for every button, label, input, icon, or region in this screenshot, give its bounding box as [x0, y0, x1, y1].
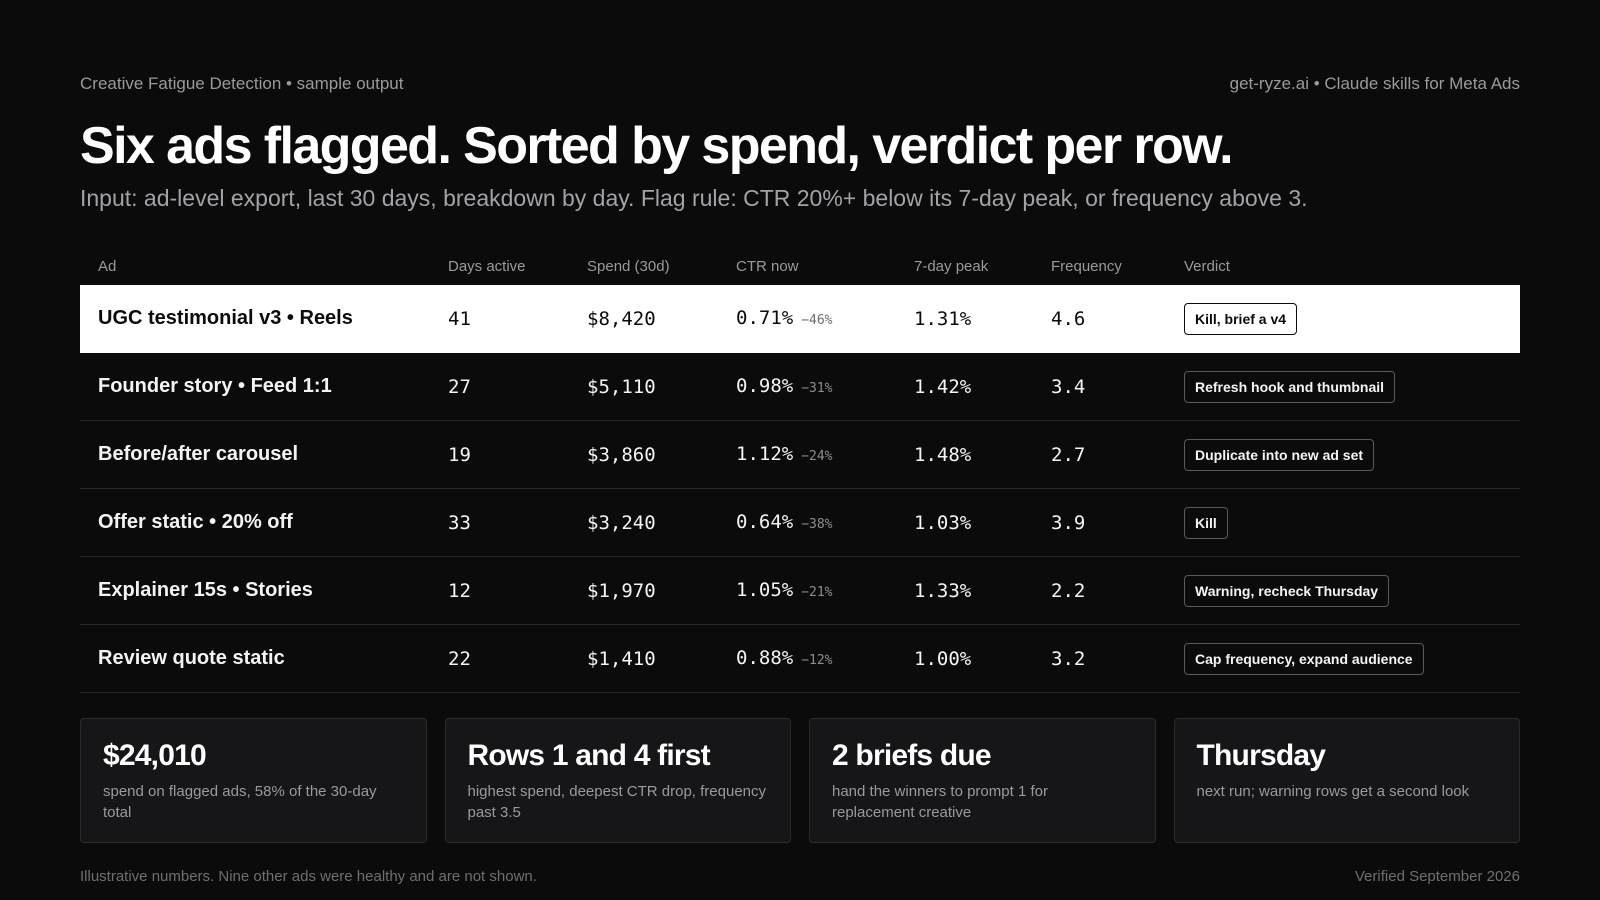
table-row: Founder story • Feed 1:1 27 $5,110 0.98%…	[80, 353, 1520, 421]
summary-cards: $24,010 spend on flagged ads, 58% of the…	[80, 718, 1520, 843]
ctr-cell: 0.98% −31%	[736, 375, 914, 398]
verdict-cell: Kill, brief a v4	[1184, 302, 1520, 335]
column-header-ad: Ad	[98, 257, 117, 275]
days-active: 41	[448, 307, 471, 330]
ctr-now-value: 1.05%	[736, 579, 794, 601]
ad-name: UGC testimonial v3 • Reels	[98, 307, 353, 329]
peak-value: 1.42%	[914, 375, 972, 398]
frequency-value: 2.2	[1051, 579, 1086, 602]
days-active: 19	[448, 443, 471, 466]
verdict-badge: Kill	[1184, 506, 1228, 539]
summary-card-spend: $24,010 spend on flagged ads, 58% of the…	[80, 718, 427, 843]
verdict-badge: Cap frequency, expand audience	[1184, 642, 1424, 675]
column-header-ctr-now: CTR now	[736, 257, 799, 275]
ctr-cell: 0.88% −12%	[736, 647, 914, 670]
ctr-now-value: 0.71%	[736, 307, 794, 329]
spend-value: $3,240	[587, 511, 656, 534]
ctr-now-value: 0.88%	[736, 647, 794, 669]
ctr-delta: −31%	[801, 381, 833, 396]
verdict-cell: Refresh hook and thumbnail	[1184, 370, 1520, 403]
frequency-value: 3.9	[1051, 511, 1086, 534]
table-header: Ad Days active Spend (30d) CTR now 7-day…	[80, 247, 1520, 285]
table-row: Before/after carousel 19 $3,860 1.12% −24…	[80, 421, 1520, 489]
verdict-cell: Warning, recheck Thursday	[1184, 574, 1520, 607]
peak-value: 1.48%	[914, 443, 972, 466]
peak-value: 1.31%	[914, 307, 972, 330]
ctr-delta: −46%	[801, 313, 833, 328]
ad-name: Offer static • 20% off	[98, 511, 293, 533]
card-description: spend on flagged ads, 58% of the 30-day …	[103, 783, 377, 821]
frequency-value: 3.2	[1051, 647, 1086, 670]
column-header-frequency: Frequency	[1051, 257, 1122, 275]
spend-value: $1,410	[587, 647, 656, 670]
verdict-badge: Warning, recheck Thursday	[1184, 574, 1390, 607]
card-description: hand the winners to prompt 1 for replace…	[832, 783, 1048, 821]
summary-card-next-run: Thursday next run; warning rows get a se…	[1173, 718, 1520, 843]
verdict-cell: Duplicate into new ad set	[1184, 438, 1520, 471]
page-subtitle: Input: ad-level export, last 30 days, br…	[80, 185, 1308, 211]
ctr-now-value: 1.12%	[736, 443, 794, 465]
column-header-days-active: Days active	[448, 257, 526, 275]
verdict-cell: Cap frequency, expand audience	[1184, 642, 1520, 675]
days-active: 12	[448, 579, 471, 602]
summary-card-priority: Rows 1 and 4 first highest spend, deepes…	[444, 718, 791, 843]
table-row: Explainer 15s • Stories 12 $1,970 1.05% −…	[80, 557, 1520, 625]
ctr-cell: 0.64% −38%	[736, 511, 914, 534]
frequency-value: 3.4	[1051, 375, 1086, 398]
ad-name: Founder story • Feed 1:1	[98, 375, 332, 397]
spend-value: $1,970	[587, 579, 656, 602]
ad-name: Before/after carousel	[98, 443, 299, 465]
header-left-label: Creative Fatigue Detection • sample outp…	[80, 74, 404, 93]
spend-value: $8,420	[587, 307, 656, 330]
peak-value: 1.03%	[914, 511, 972, 534]
top-bar: Creative Fatigue Detection • sample outp…	[80, 74, 1520, 94]
frequency-value: 2.7	[1051, 443, 1086, 466]
card-value: 2 briefs due	[832, 739, 992, 772]
card-value: $24,010	[103, 739, 207, 772]
card-description: highest spend, deepest CTR drop, frequen…	[467, 783, 767, 821]
days-active: 33	[448, 511, 471, 534]
footer-disclaimer: Illustrative numbers. Nine other ads wer…	[80, 868, 537, 885]
card-value: Rows 1 and 4 first	[467, 739, 711, 772]
column-header-7-day-peak: 7-day peak	[914, 257, 989, 275]
column-header-spend: Spend (30d)	[587, 257, 670, 275]
days-active: 22	[448, 647, 471, 670]
verdict-badge: Duplicate into new ad set	[1184, 438, 1375, 471]
flagged-ads-table: Ad Days active Spend (30d) CTR now 7-day…	[80, 247, 1520, 693]
page-title: Six ads flagged. Sorted by spend, verdic…	[80, 117, 1234, 175]
header-right-label: get-ryze.ai • Claude skills for Meta Ads	[1229, 74, 1520, 93]
spend-value: $3,860	[587, 443, 656, 466]
ctr-delta: −24%	[801, 449, 833, 464]
verdict-badge: Kill, brief a v4	[1184, 302, 1298, 335]
footer: Illustrative numbers. Nine other ads wer…	[80, 868, 1520, 885]
ctr-delta: −12%	[801, 653, 833, 668]
frequency-value: 4.6	[1051, 307, 1086, 330]
verdict-cell: Kill	[1184, 506, 1520, 539]
ctr-delta: −21%	[801, 585, 833, 600]
card-description: next run; warning rows get a second look	[1196, 783, 1470, 800]
footer-verified-date: Verified September 2026	[1354, 868, 1520, 885]
column-header-verdict: Verdict	[1184, 257, 1230, 275]
peak-value: 1.00%	[914, 647, 972, 670]
ctr-delta: −38%	[801, 517, 833, 532]
spend-value: $5,110	[587, 375, 656, 398]
card-value: Thursday	[1196, 739, 1326, 772]
summary-card-briefs: 2 briefs due hand the winners to prompt …	[809, 718, 1156, 843]
ad-name: Review quote static	[98, 647, 285, 669]
ad-name: Explainer 15s • Stories	[98, 579, 313, 601]
ctr-now-value: 0.98%	[736, 375, 794, 397]
peak-value: 1.33%	[914, 579, 972, 602]
table-row: UGC testimonial v3 • Reels 41 $8,420 0.7…	[80, 285, 1520, 353]
verdict-badge: Refresh hook and thumbnail	[1184, 370, 1396, 403]
ctr-cell: 1.12% −24%	[736, 443, 914, 466]
ctr-cell: 1.05% −21%	[736, 579, 914, 602]
table-row: Offer static • 20% off 33 $3,240 0.64% −3…	[80, 489, 1520, 557]
ctr-cell: 0.71% −46%	[736, 307, 914, 330]
ctr-now-value: 0.64%	[736, 511, 794, 533]
days-active: 27	[448, 375, 471, 398]
table-row: Review quote static 22 $1,410 0.88% −12% …	[80, 625, 1520, 693]
